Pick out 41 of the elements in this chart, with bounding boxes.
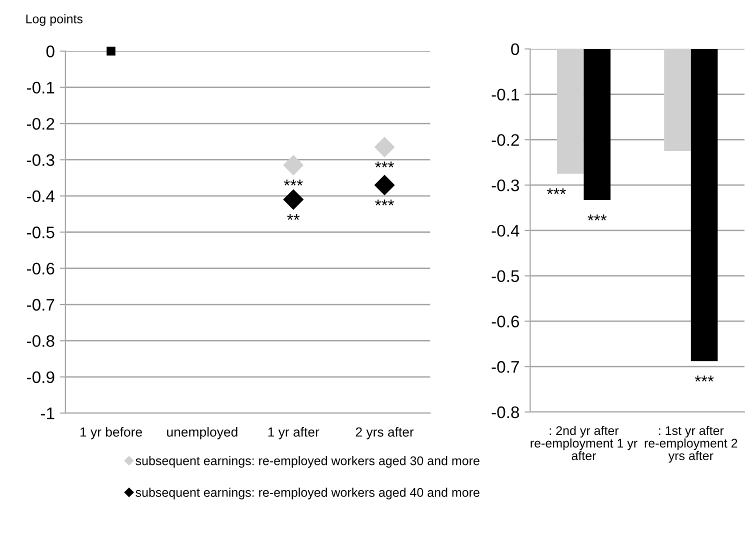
point [106,46,116,56]
y-tick-label: 0 [511,43,520,56]
annotation: ** [287,214,300,220]
y-tick-label: -0.2 [492,134,519,146]
annotation: *** [284,180,303,186]
y-tick-label: -0.9 [27,371,54,384]
y-tick-label: -0.7 [27,298,54,311]
y-tick-label: -1 [40,408,54,420]
y-axis-title: Log points [26,14,83,26]
y-tick-label: -0.5 [27,226,54,238]
y-tick-label: 0 [46,46,54,58]
x-tick-label: 1 yr before [80,426,142,440]
x-tick-label: : 2nd yr after re-employment 1 yr after [530,426,638,460]
x-tick-label: 1 yr after [268,427,320,440]
annotation: *** [375,162,394,168]
y-tick-label: -0.5 [492,270,520,282]
y-tick-label: -0.4 [27,190,55,202]
y-tick-label: -0.7 [492,361,519,373]
x-tick-label: 2 yrs after [356,427,414,440]
y-tick-label: -0.6 [27,262,54,275]
annotation: *** [375,200,394,206]
point [374,136,395,158]
annotation: *** [588,214,607,220]
point [283,154,304,176]
x-tick-label: : 1st yr after re-employment 2 yrs after [644,426,738,463]
y-tick-label: -0.4 [492,224,520,237]
point [374,174,395,196]
y-tick-label: -0.2 [27,118,54,130]
legend-label: subsequent earnings: re-employed workers aged 40 and more [136,488,480,500]
y-tick-label: -0.8 [27,335,54,347]
x-tick-label: unemployed [167,426,238,440]
annotation: *** [546,188,566,194]
y-tick-label: -0.1 [492,88,519,101]
y-tick-label: -0.1 [27,82,54,94]
point [283,189,304,210]
y-tick-label: -0.6 [492,316,520,328]
legend-label: subsequent earnings: re-employed workers aged 30 and more [136,456,480,468]
y-tick-label: -0.3 [492,179,520,192]
y-tick-label: -0.8 [492,406,520,418]
annotation: *** [694,376,714,382]
y-tick-label: -0.3 [27,154,54,166]
